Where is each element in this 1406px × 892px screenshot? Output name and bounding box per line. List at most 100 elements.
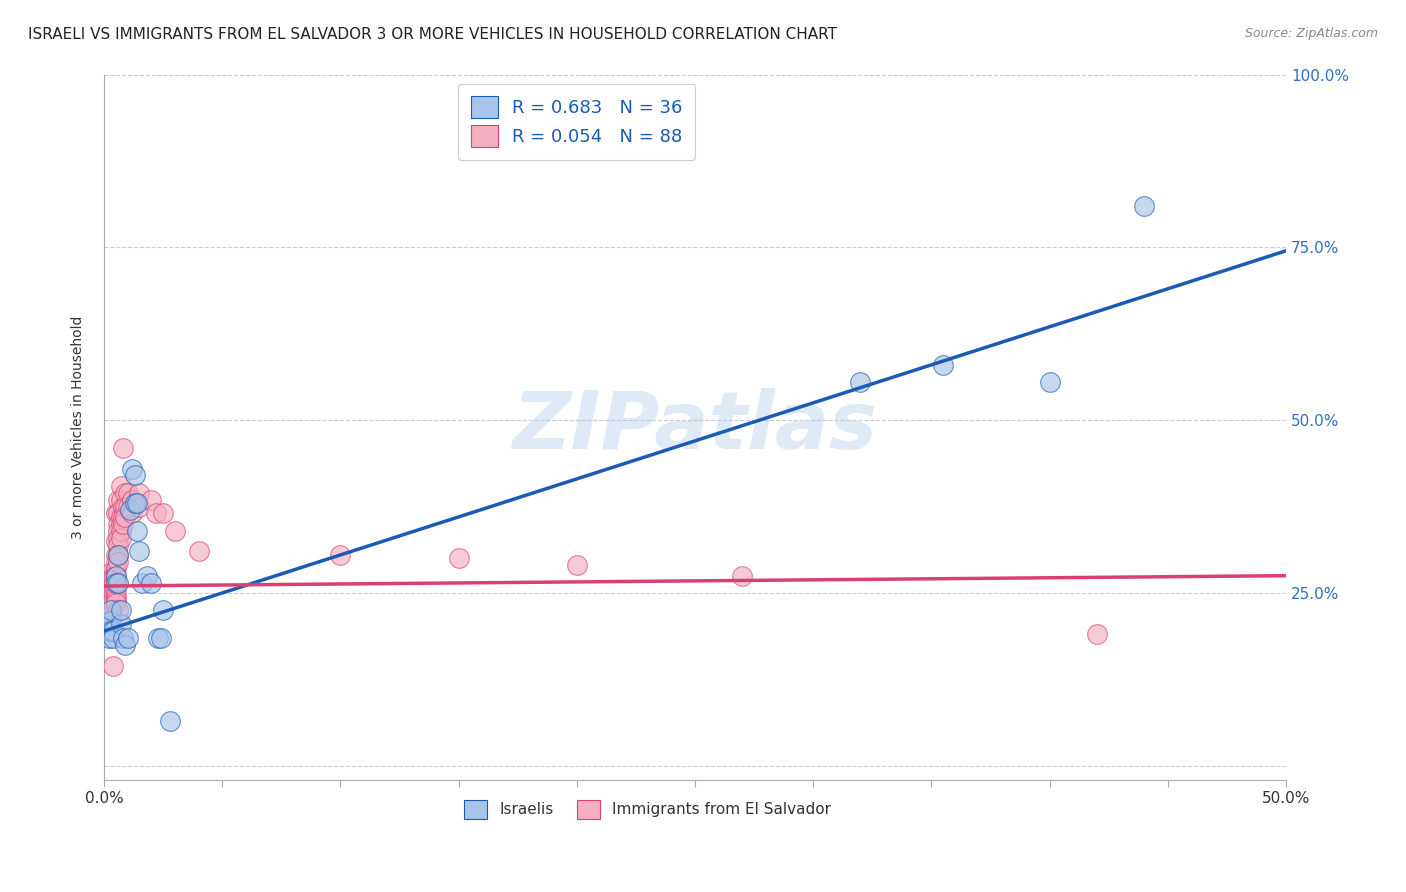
Point	[145, 507, 167, 521]
Point	[103, 586, 125, 600]
Point	[447, 551, 470, 566]
Point	[96, 607, 118, 621]
Point	[103, 579, 125, 593]
Point	[97, 575, 120, 590]
Point	[100, 624, 122, 638]
Point	[107, 492, 129, 507]
Point	[117, 500, 139, 514]
Point	[152, 603, 174, 617]
Point	[121, 461, 143, 475]
Point	[110, 531, 132, 545]
Point	[121, 507, 143, 521]
Point	[152, 507, 174, 521]
Point	[148, 631, 170, 645]
Point	[96, 590, 118, 604]
Point	[104, 548, 127, 562]
Point	[111, 516, 134, 531]
Point	[96, 610, 118, 624]
Point	[114, 485, 136, 500]
Point	[849, 375, 872, 389]
Point	[104, 534, 127, 549]
Point	[97, 590, 120, 604]
Point	[107, 603, 129, 617]
Point	[96, 568, 118, 582]
Point	[110, 617, 132, 632]
Point	[114, 510, 136, 524]
Point	[97, 596, 120, 610]
Point	[103, 582, 125, 597]
Point	[565, 558, 588, 573]
Point	[97, 617, 120, 632]
Point	[187, 544, 209, 558]
Point	[103, 590, 125, 604]
Point	[97, 568, 120, 582]
Point	[100, 607, 122, 621]
Point	[110, 603, 132, 617]
Point	[107, 555, 129, 569]
Point	[127, 524, 149, 538]
Point	[103, 568, 125, 582]
Point	[111, 510, 134, 524]
Point	[104, 562, 127, 576]
Point	[131, 575, 153, 590]
Point	[103, 624, 125, 638]
Text: ISRAELI VS IMMIGRANTS FROM EL SALVADOR 3 OR MORE VEHICLES IN HOUSEHOLD CORRELATI: ISRAELI VS IMMIGRANTS FROM EL SALVADOR 3…	[28, 27, 837, 42]
Point	[100, 614, 122, 628]
Point	[97, 582, 120, 597]
Point	[96, 593, 118, 607]
Point	[97, 593, 120, 607]
Point	[104, 568, 127, 582]
Point	[128, 500, 150, 514]
Point	[96, 586, 118, 600]
Point	[100, 599, 122, 614]
Point	[107, 507, 129, 521]
Point	[107, 516, 129, 531]
Point	[329, 548, 352, 562]
Point	[104, 575, 127, 590]
Point	[111, 500, 134, 514]
Point	[163, 524, 186, 538]
Point	[1133, 199, 1156, 213]
Point	[107, 548, 129, 562]
Point	[114, 638, 136, 652]
Point	[100, 603, 122, 617]
Point	[731, 568, 754, 582]
Text: Source: ZipAtlas.com: Source: ZipAtlas.com	[1244, 27, 1378, 40]
Text: ZIPatlas: ZIPatlas	[512, 388, 877, 466]
Point	[103, 593, 125, 607]
Point	[97, 572, 120, 586]
Point	[118, 503, 141, 517]
Point	[97, 631, 120, 645]
Point	[1085, 627, 1108, 641]
Point	[103, 631, 125, 645]
Point	[104, 593, 127, 607]
Point	[110, 516, 132, 531]
Point	[97, 624, 120, 638]
Point	[104, 590, 127, 604]
Point	[124, 468, 146, 483]
Point	[107, 538, 129, 552]
Point	[110, 510, 132, 524]
Point	[97, 607, 120, 621]
Point	[103, 658, 125, 673]
Legend: Israelis, Immigrants from El Salvador: Israelis, Immigrants from El Salvador	[458, 794, 837, 825]
Point	[1038, 375, 1060, 389]
Point	[97, 599, 120, 614]
Point	[96, 596, 118, 610]
Point	[100, 566, 122, 580]
Point	[117, 631, 139, 645]
Point	[104, 555, 127, 569]
Point	[149, 631, 172, 645]
Point	[100, 593, 122, 607]
Point	[107, 524, 129, 538]
Point	[96, 582, 118, 597]
Point	[107, 575, 129, 590]
Point	[114, 500, 136, 514]
Point	[110, 479, 132, 493]
Point	[110, 492, 132, 507]
Point	[100, 572, 122, 586]
Point	[103, 596, 125, 610]
Point	[96, 614, 118, 628]
Point	[97, 579, 120, 593]
Point	[159, 714, 181, 728]
